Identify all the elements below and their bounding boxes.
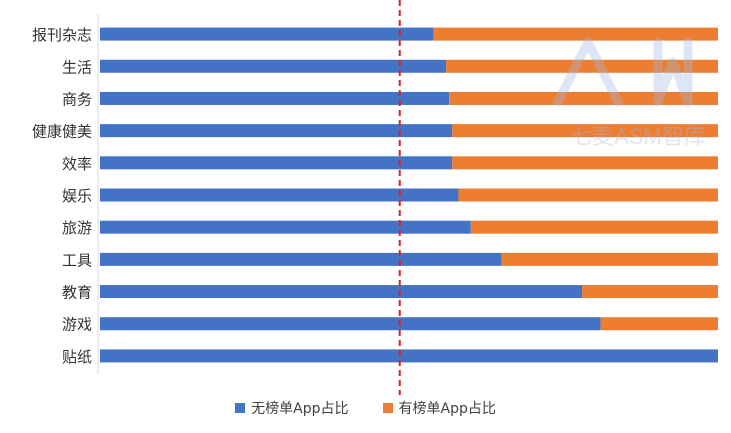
- bar-segment-has-rank: [449, 91, 718, 105]
- bar-segment-no-rank: [100, 91, 450, 105]
- category-label: 商务: [62, 90, 92, 108]
- category-label: 贴纸: [62, 348, 92, 366]
- legend-swatch-no-rank: [235, 403, 246, 413]
- legend-label-no-rank: 无榜单App占比: [251, 401, 349, 417]
- bar-segment-has-rank: [458, 188, 718, 202]
- category-label: 游戏: [62, 316, 92, 334]
- bar-segment-has-rank: [433, 27, 718, 41]
- bar-segment-has-rank: [600, 317, 718, 331]
- category-label: 生活: [62, 58, 92, 76]
- bar-segment-has-rank: [446, 59, 718, 73]
- bar-segment-no-rank: [100, 188, 459, 202]
- bar-segment-has-rank: [582, 285, 718, 299]
- category-label: 效率: [62, 155, 92, 173]
- category-label: 娱乐: [62, 187, 92, 205]
- category-label: 报刊杂志: [32, 26, 92, 44]
- category-label: 教育: [62, 284, 92, 302]
- legend-item-has-rank: 有榜单App占比: [382, 398, 496, 418]
- legend: 无榜单App占比 有榜单App占比: [0, 398, 731, 418]
- category-label: 旅游: [62, 219, 92, 237]
- bar-segment-no-rank: [100, 59, 447, 73]
- bar-segment-no-rank: [100, 252, 502, 266]
- bar-segment-has-rank: [452, 156, 718, 170]
- bar-segment-no-rank: [100, 156, 453, 170]
- bar-segment-has-rank: [470, 220, 718, 234]
- bar-segment-no-rank: [100, 349, 718, 363]
- category-label: 工具: [62, 251, 92, 269]
- bar-segment-no-rank: [100, 124, 453, 138]
- bar-segment-has-rank: [452, 124, 718, 138]
- category-label: 健康健美: [32, 123, 92, 141]
- bar-segment-no-rank: [100, 27, 434, 41]
- legend-item-no-rank: 无榜单App占比: [235, 398, 349, 418]
- legend-label-has-rank: 有榜单App占比: [398, 401, 496, 417]
- bar-segment-no-rank: [100, 220, 471, 234]
- bar-segment-no-rank: [100, 285, 583, 299]
- legend-swatch-has-rank: [382, 403, 393, 413]
- bar-segment-has-rank: [501, 252, 718, 266]
- bar-segment-no-rank: [100, 317, 601, 331]
